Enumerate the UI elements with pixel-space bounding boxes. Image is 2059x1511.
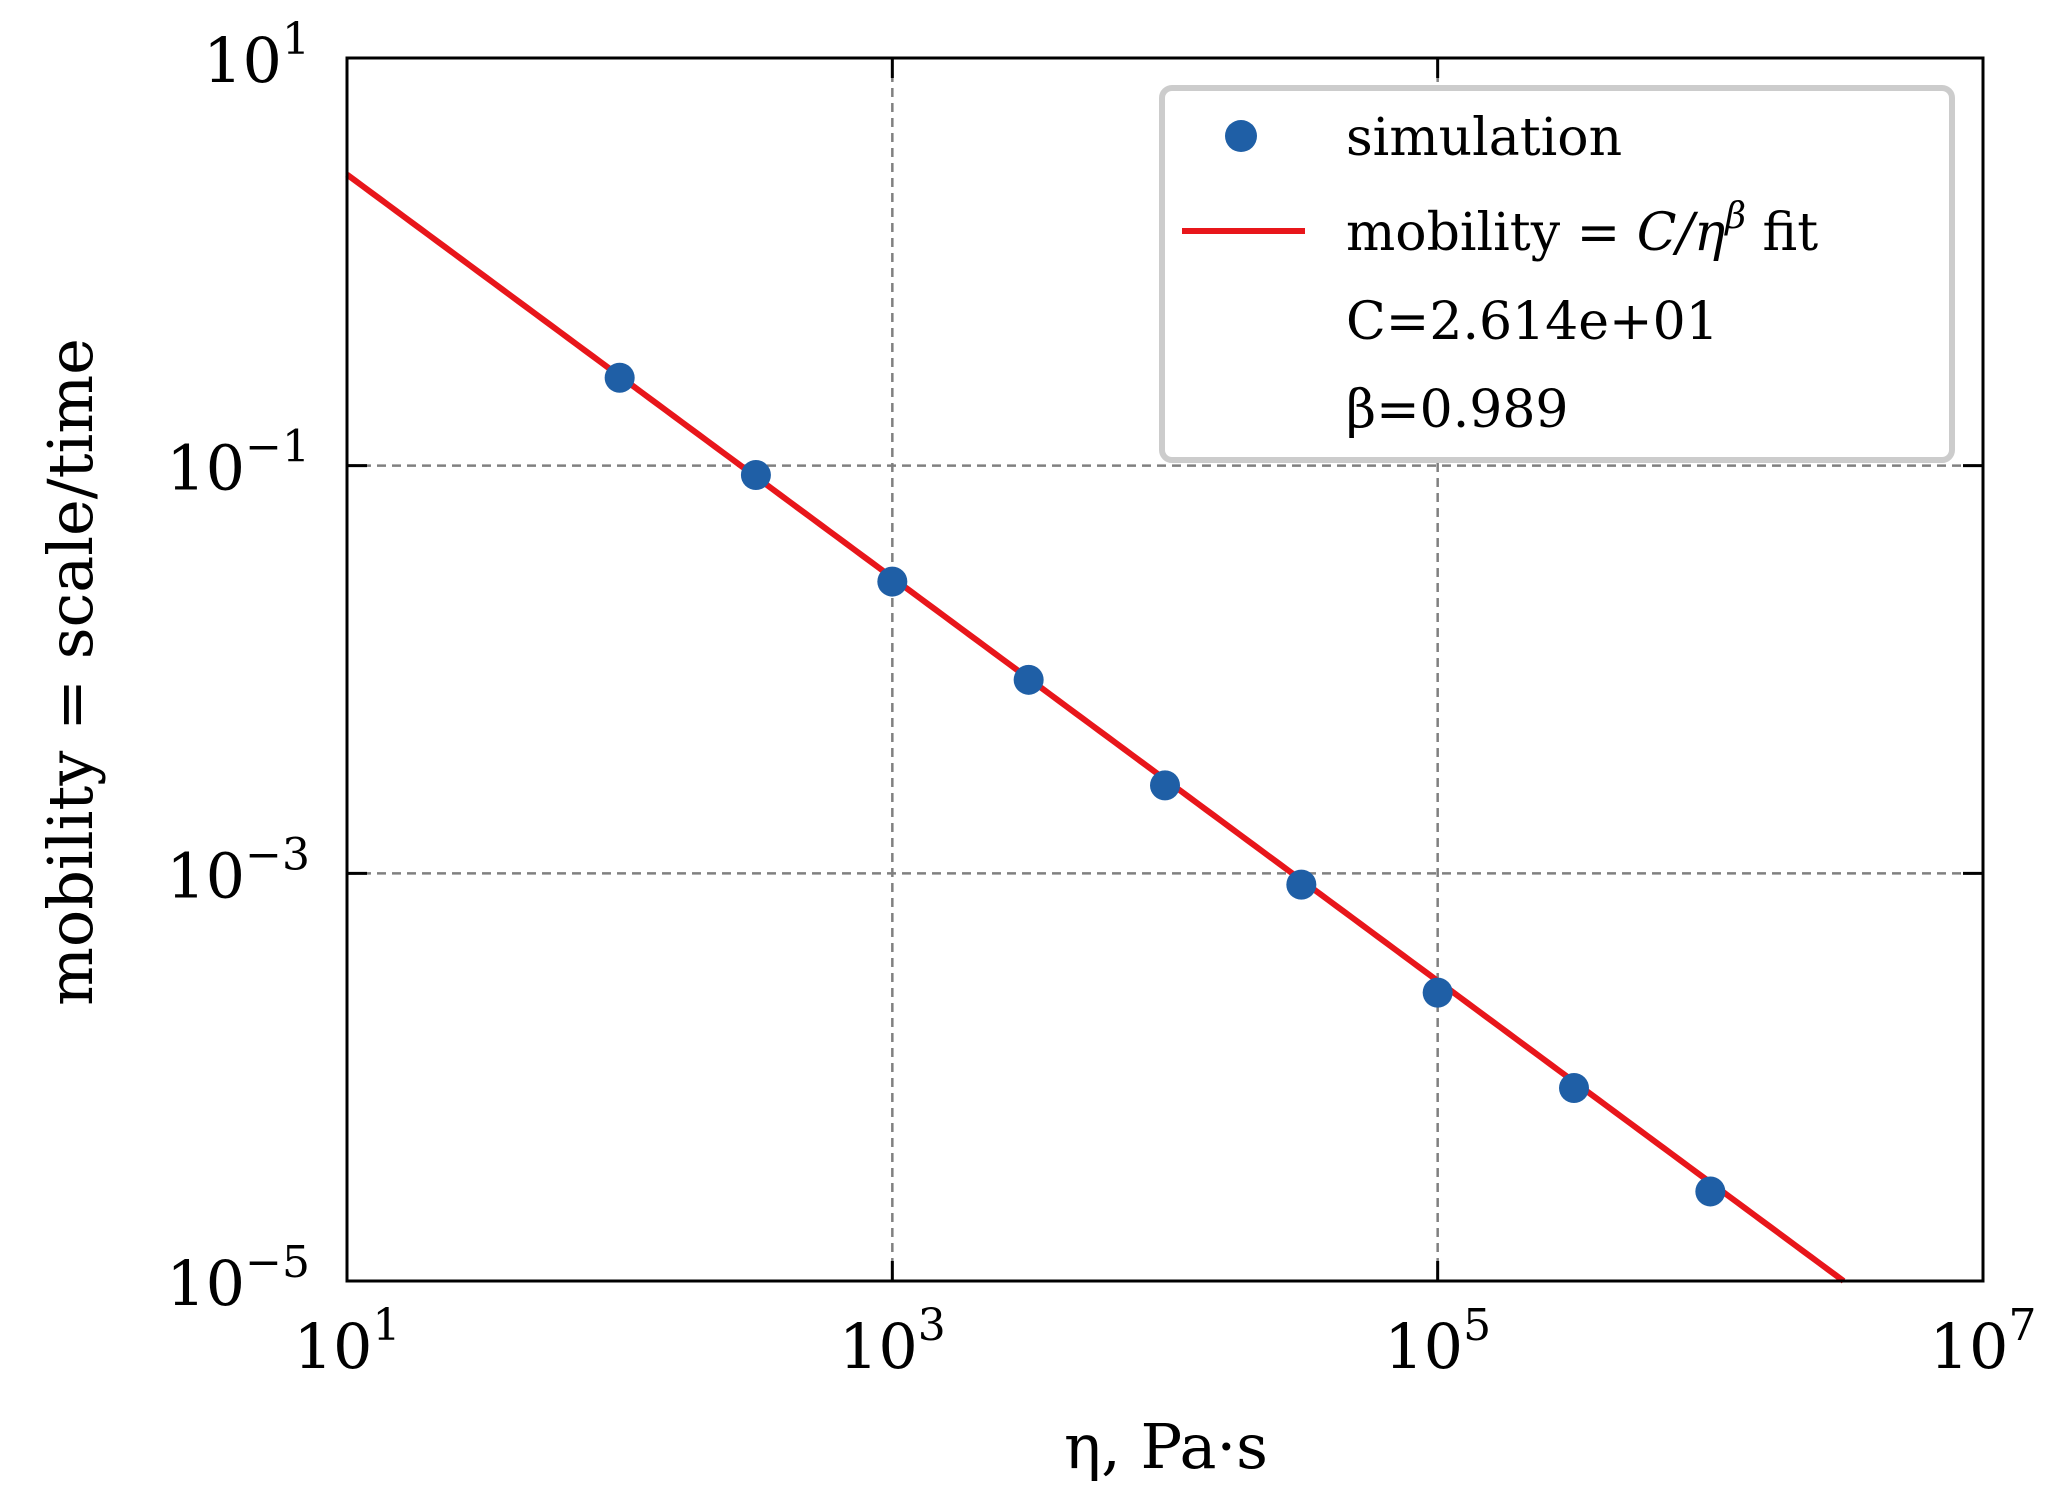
simulation-points <box>604 362 1726 1207</box>
legend-box <box>1159 85 1955 463</box>
data-point <box>740 459 771 490</box>
y-tick-label: 101 <box>203 14 310 97</box>
data-point <box>877 566 908 597</box>
legend-label-simulation: simulation <box>1346 108 1622 168</box>
legend: simulation mobility = C/ηβ fit C=2.614e+… <box>1159 85 1955 463</box>
y-axis-label: mobility = scale/time <box>34 338 107 1006</box>
data-point <box>1559 1072 1590 1103</box>
data-point <box>1695 1176 1726 1207</box>
data-point <box>1286 869 1317 900</box>
legend-marker-simulation <box>1225 120 1257 152</box>
legend-label-fit: mobility = C/ηβ fit <box>1346 196 1818 263</box>
fit-line <box>345 172 1846 1284</box>
y-tick-label: 10−5 <box>166 1237 310 1320</box>
y-tick-label: 10−3 <box>166 829 310 912</box>
x-tick-labels: 101 103 105 107 <box>294 1300 2037 1383</box>
plot-frame <box>345 56 1985 1283</box>
y-tick-labels: 101 10−1 10−3 10−5 <box>166 14 310 1320</box>
data-point <box>1150 770 1180 801</box>
y-tick-label: 10−1 <box>166 422 310 505</box>
x-axis-label: η, Pa·s <box>1064 1410 1268 1483</box>
x-tick-label: 103 <box>839 1300 946 1383</box>
x-tick-label: 105 <box>1384 1300 1491 1383</box>
fit-layer <box>345 172 1846 1284</box>
data-point <box>1422 977 1453 1008</box>
x-tick-label: 101 <box>294 1300 401 1383</box>
data-point <box>1013 664 1044 695</box>
data-point <box>604 362 635 393</box>
ticks <box>345 56 1985 1283</box>
legend-fit-exponent: β=0.989 <box>1346 380 1569 440</box>
x-tick-label: 107 <box>1930 1300 2037 1383</box>
legend-fit-constant: C=2.614e+01 <box>1346 292 1719 352</box>
